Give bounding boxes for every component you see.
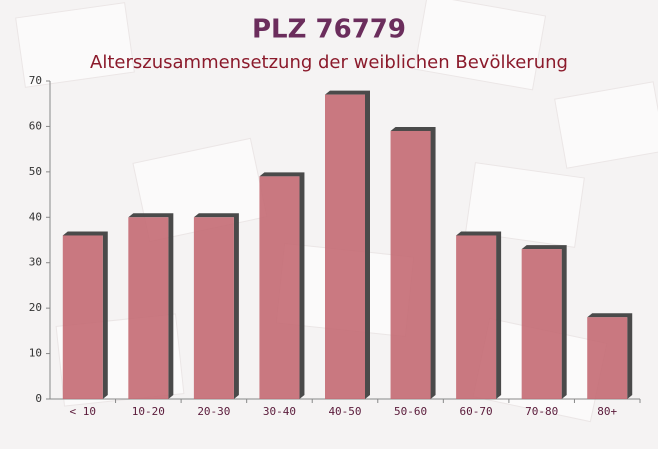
bar [521, 249, 562, 399]
bar [587, 317, 628, 399]
y-tick-label: 20 [29, 301, 42, 314]
x-tick-label: 50-60 [394, 405, 427, 418]
bar-shadow [390, 126, 436, 399]
y-tick-label: 0 [35, 392, 42, 405]
x-tick-label: < 10 [70, 405, 97, 418]
bar-shadow [193, 213, 239, 399]
bar-shadow [587, 313, 633, 399]
bar-shadow [62, 231, 108, 399]
x-tick-label: 80+ [597, 405, 617, 418]
bar-shadow [128, 213, 174, 399]
bar [128, 217, 169, 399]
chart-subtitle: Alterszusammensetzung der weiblichen Bev… [90, 52, 568, 73]
bar [456, 235, 497, 399]
x-tick-label: 70-80 [525, 405, 558, 418]
x-tick-label: 20-30 [197, 405, 230, 418]
x-tick-label: 30-40 [263, 405, 296, 418]
bar-shadow [325, 90, 370, 399]
x-tick-label: 60-70 [460, 405, 493, 418]
y-tick-label: 30 [29, 256, 42, 269]
x-tick-label: 40-50 [328, 405, 361, 418]
bar [325, 94, 365, 399]
y-tick-label: 10 [29, 347, 42, 360]
bar-shadow [521, 245, 567, 399]
bar-shadow [456, 231, 502, 399]
y-tick-label: 70 [29, 74, 42, 87]
y-tick-label: 40 [29, 210, 42, 223]
bar [390, 130, 431, 399]
y-tick-label: 60 [29, 119, 42, 132]
x-tick-label: 10-20 [132, 405, 165, 418]
bar [193, 217, 234, 399]
chart-title: PLZ 76779 [252, 15, 406, 45]
bar [62, 235, 103, 399]
y-tick-label: 50 [29, 165, 42, 178]
bar [259, 176, 300, 399]
bar-shadow [259, 172, 305, 399]
